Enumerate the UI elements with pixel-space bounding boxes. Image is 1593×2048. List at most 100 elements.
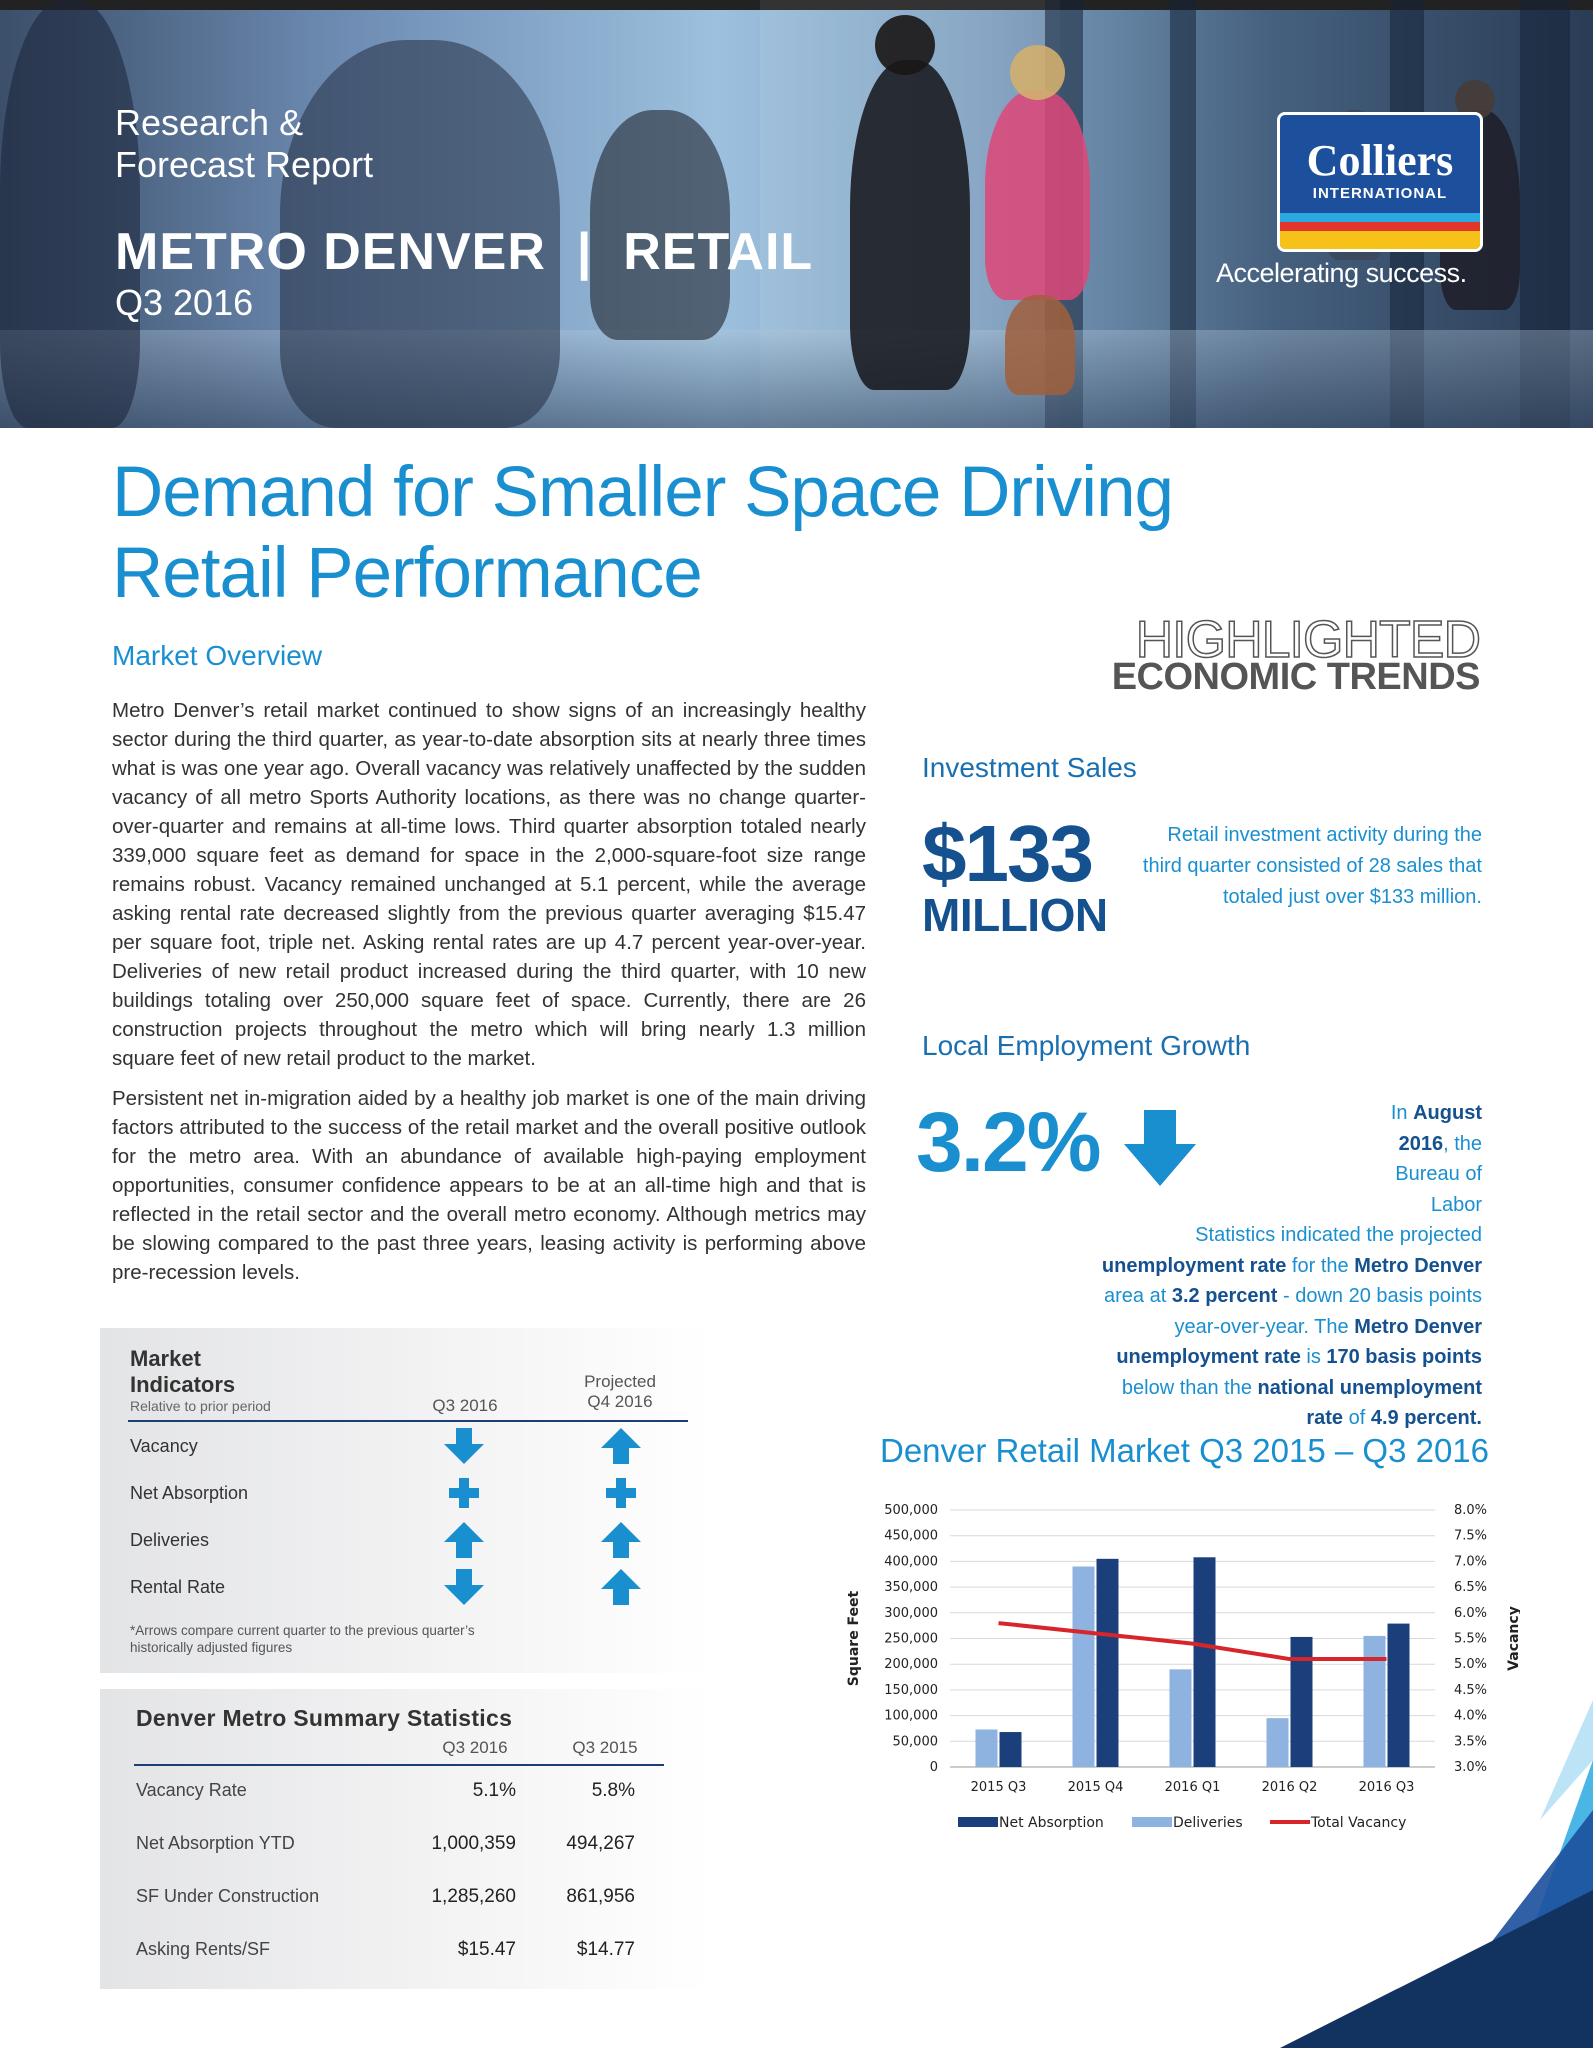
bar-net-absorption [1387,1623,1410,1767]
y-axis-title: Square Feet [846,1590,862,1686]
employment-text: In August 2016, the Bureau of Labor Stat… [1101,1102,1482,1429]
summary-row-label: Net Absorption YTD [136,1833,295,1853]
legend-label: Deliveries [1173,1815,1243,1831]
y2-tick-label: 7.0% [1454,1554,1487,1569]
trends-title-outline: HIGHLIGHTED [1135,611,1482,669]
logo-subtitle: INTERNATIONAL [1312,185,1448,202]
y2-tick-label: 4.0% [1454,1709,1487,1724]
down-arrow-icon [444,1569,484,1605]
overview-paragraph: Persistent net in-migration aided by a h… [112,1087,866,1284]
y-tick-label: 400,000 [884,1554,938,1569]
trends-title: ECONOMIC TRENDS [1111,656,1481,698]
summary-value-q3-2015: 861,956 [566,1886,635,1907]
up-arrow-icon [444,1522,484,1558]
report-title: METRO DENVER | RETAIL [115,223,814,281]
bar-deliveries [1266,1718,1289,1767]
market-indicators-subtitle: Relative to prior period [130,1398,271,1414]
headline: Demand for Smaller Space Driving Retail … [112,453,1174,613]
summary-value-q3-2016: 1,000,359 [431,1833,516,1854]
logo-stripe-blue [1280,213,1480,222]
summary-header-rule [134,1764,664,1766]
market-indicators-panel [100,1328,710,1673]
chart-bars [975,1557,1410,1767]
y-tick-label: 450,000 [884,1529,938,1544]
bar-deliveries [975,1729,998,1767]
indicators-column-current: Q3 2016 [432,1396,498,1415]
y-tick-label: 350,000 [884,1580,938,1595]
bar-deliveries [1363,1635,1386,1767]
hero-floor [0,330,1593,428]
summary-value-q3-2016: $15.47 [457,1939,516,1960]
logo-wordmark: Colliers [1306,136,1454,185]
summary-statistics-title: Denver Metro Summary Statistics [136,1705,513,1731]
x-tick-label: 2016 Q3 [1359,1780,1415,1795]
chart-ticks: 0 3.0% 50,000 3.5% 100,000 4.0% 150,000 4.5% 200… [846,1503,1520,1795]
bar-net-absorption [1193,1557,1216,1767]
summary-value-q3-2015: 5.8% [591,1780,635,1801]
x-tick-label: 2015 Q3 [971,1780,1027,1795]
legend-label: Net Absorption [999,1815,1104,1831]
indicators-header-rule [128,1420,688,1422]
logo-stripe-red [1280,222,1480,231]
overview-paragraph: Metro Denver’s retail market continued t… [112,699,866,1070]
y2-tick-label: 3.5% [1454,1734,1487,1749]
hero-shopper-head [875,15,935,75]
bar-net-absorption [1290,1636,1313,1767]
hero-top-band [0,0,1593,10]
summary-row-label: Vacancy Rate [136,1780,247,1800]
indicator-label: Vacancy [130,1436,198,1456]
y-tick-label: 250,000 [884,1632,938,1647]
hero-shopper-head [1010,45,1065,100]
y-tick-label: 300,000 [884,1606,938,1621]
y2-tick-label: 5.0% [1454,1657,1487,1672]
y-tick-label: 200,000 [884,1657,938,1672]
hero-shopper-blurred [0,0,140,428]
hero-shopper [985,90,1090,300]
summary-row-label: Asking Rents/SF [136,1939,271,1959]
market-overview-heading: Market Overview [112,640,323,671]
indicator-label: Deliveries [130,1530,210,1550]
hero-shopper [850,60,970,390]
summary-statistics-panel [100,1689,710,1989]
bar-deliveries [1072,1566,1095,1767]
summary-column-q3-2016: Q3 2016 [442,1738,508,1757]
summary-value-q3-2015: 494,267 [566,1833,635,1854]
hero-shopper-blurred [280,40,560,428]
y-tick-label: 0 [930,1760,938,1775]
down-arrow-icon [1124,1110,1196,1186]
hero-shopper-blurred [590,110,730,340]
investment-sales-value: $133 [922,809,1094,898]
bar-net-absorption [999,1732,1022,1767]
summary-value-q3-2016: 1,285,260 [431,1886,516,1907]
indicator-label: Net Absorption [130,1483,249,1503]
y-tick-label: 500,000 [884,1503,938,1518]
line-total-vacancy [998,1621,1387,1662]
up-arrow-icon [601,1569,641,1605]
chart-legend: Net Absorption Deliveries Total Vacancy [958,1815,1406,1831]
y-tick-label: 150,000 [884,1683,938,1698]
unemployment-rate-value: 3.2% [916,1095,1101,1189]
y2-tick-label: 7.5% [1454,1529,1487,1544]
up-arrow-icon [601,1522,641,1558]
plus-icon [606,1478,636,1508]
y2-tick-label: 8.0% [1454,1503,1487,1518]
y2-tick-label: 6.5% [1454,1580,1487,1595]
legend-swatch [1132,1817,1172,1827]
colliers-logo: Colliers INTERNATIONAL [1277,112,1483,252]
logo-stripe-yellow [1280,231,1480,249]
investment-sales-heading: Investment Sales [922,752,1137,783]
summary-value-q3-2016: 5.1% [472,1780,516,1801]
y2-tick-label: 6.0% [1454,1606,1487,1621]
plus-icon [449,1478,479,1508]
bar-net-absorption [1096,1558,1119,1767]
legend-label: Total Vacancy [1310,1815,1406,1831]
x-tick-label: 2016 Q2 [1262,1780,1318,1795]
down-arrow-icon [444,1428,484,1464]
retail-market-chart: 0 3.0% 50,000 3.5% 100,000 4.0% 150,000 4.5% 200… [846,1503,1520,1831]
y-tick-label: 100,000 [884,1709,938,1724]
y2-tick-label: 4.5% [1454,1683,1487,1698]
x-tick-label: 2015 Q4 [1068,1780,1124,1795]
x-tick-label: 2016 Q1 [1165,1780,1221,1795]
summary-column-q3-2015: Q3 2015 [572,1738,638,1757]
investment-sales-unit: MILLION [922,889,1108,941]
